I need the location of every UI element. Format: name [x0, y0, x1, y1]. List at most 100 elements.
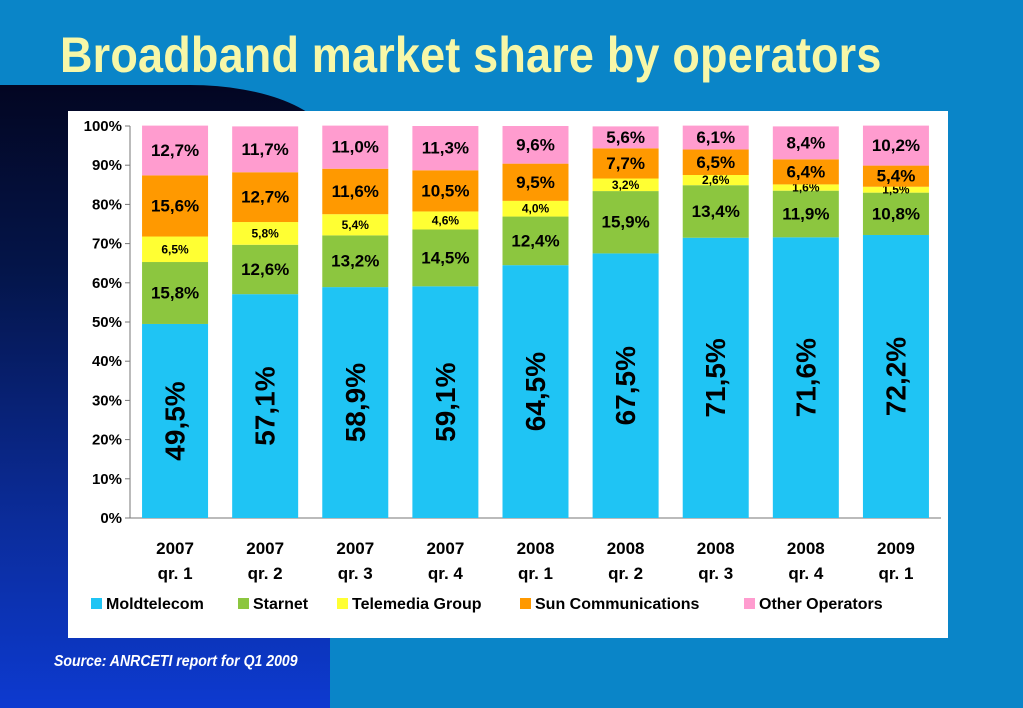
x-tick-label-quarter: qr. 1	[158, 564, 193, 583]
data-label: 10,2%	[872, 136, 920, 155]
legend-label: Starnet	[253, 596, 309, 613]
bar-segment-sun-communications	[502, 163, 569, 201]
bar-segment-sun-communications	[412, 170, 479, 212]
data-label: 7,7%	[606, 154, 645, 173]
x-tick-label-quarter: qr. 2	[248, 564, 283, 583]
bar-segment-other-operators	[322, 125, 389, 169]
data-label: 71,6%	[790, 338, 821, 417]
x-tick-label-year: 2008	[787, 539, 825, 558]
data-label: 11,3%	[422, 139, 469, 158]
x-tick-label-quarter: qr. 4	[428, 564, 464, 583]
bar-segment-telemedia-group	[682, 175, 749, 186]
data-label: 12,4%	[511, 231, 559, 250]
data-label: 2,6%	[702, 173, 730, 187]
legend-swatch-sun-communications	[520, 598, 531, 609]
bar-segment-starnet	[862, 192, 929, 235]
data-label: 67,5%	[610, 346, 641, 425]
bar-segment-telemedia-group	[862, 186, 929, 193]
data-label: 12,7%	[151, 141, 199, 160]
data-label: 11,7%	[242, 140, 289, 159]
data-label: 5,8%	[251, 226, 279, 240]
y-tick-label: 50%	[92, 314, 122, 331]
data-label: 6,5%	[696, 153, 735, 172]
data-label: 14,5%	[421, 248, 469, 267]
data-label: 11,6%	[332, 182, 379, 201]
x-tick-label-year: 2007	[156, 539, 194, 558]
data-label: 15,6%	[151, 196, 199, 215]
bar-segment-starnet	[502, 216, 569, 266]
slide-title: Broadband market share by operators	[60, 27, 882, 83]
bar-segment-telemedia-group	[772, 184, 839, 191]
legend-swatch-starnet	[238, 598, 249, 609]
x-tick-label-year: 2009	[877, 539, 915, 558]
chart-panel: 0% 10% 20% 30% 40% 50% 60% 70% 80% 90% 100% 49,5% 15…	[68, 111, 948, 638]
data-label: 49,5%	[160, 381, 191, 460]
y-tick-label: 100%	[84, 118, 122, 135]
data-label: 15,9%	[602, 213, 650, 232]
bar-segment-sun-communications	[232, 172, 299, 223]
bar-segment-sun-communications	[772, 159, 839, 185]
x-tick-label-year: 2007	[336, 539, 374, 558]
x-tick-label-quarter: qr. 2	[608, 564, 643, 583]
bar-segment-other-operators	[682, 125, 749, 150]
y-tick-label: 80%	[92, 196, 122, 213]
bar-segment-telemedia-group	[412, 211, 479, 230]
legend-label: Sun Communications	[535, 596, 700, 613]
data-label: 10,8%	[872, 204, 920, 223]
data-label: 5,6%	[606, 128, 645, 147]
bar-segment-starnet	[232, 244, 299, 295]
x-tick-label-year: 2007	[246, 539, 284, 558]
bar-segment-moldtelecom	[862, 234, 929, 518]
bar-segment-sun-communications	[322, 168, 389, 215]
data-label: 11,9%	[782, 205, 829, 224]
bar-segment-other-operators	[412, 126, 479, 171]
x-tick-label-year: 2007	[426, 539, 464, 558]
bar-segment-moldtelecom	[772, 237, 839, 518]
bar-segment-telemedia-group	[322, 214, 389, 236]
x-tick-label-quarter: qr. 1	[878, 564, 913, 583]
legend-swatch-other-operators	[744, 598, 755, 609]
data-label: 5,4%	[342, 218, 370, 232]
y-tick-label: 0%	[100, 510, 122, 527]
x-tick-label-quarter: qr. 3	[698, 564, 733, 583]
data-label: 6,5%	[161, 242, 189, 256]
data-label: 71,5%	[700, 338, 731, 417]
bar-segment-sun-communications	[682, 149, 749, 175]
data-label: 9,6%	[516, 135, 555, 154]
data-label: 9,5%	[516, 173, 555, 192]
bar-segment-telemedia-group	[232, 222, 299, 245]
legend-label: Telemedia Group	[352, 596, 482, 613]
bar-segment-other-operators	[592, 126, 659, 149]
data-label: 5,4%	[877, 167, 916, 186]
bar-segment-starnet	[682, 185, 749, 238]
bar-segment-telemedia-group	[502, 200, 569, 217]
y-tick-label: 30%	[92, 392, 122, 409]
bar-segment-moldtelecom	[502, 265, 569, 518]
bar-segment-moldtelecom	[142, 323, 209, 518]
data-label: 59,1%	[430, 362, 461, 441]
y-tick-label: 60%	[92, 275, 122, 292]
data-label: 6,1%	[696, 128, 735, 147]
data-label: 64,5%	[520, 352, 551, 431]
data-label: 58,9%	[340, 363, 371, 442]
bar-segment-other-operators	[142, 125, 209, 176]
y-tick-label: 90%	[92, 157, 122, 174]
bar-segment-telemedia-group	[142, 236, 209, 263]
data-label: 11,0%	[332, 138, 379, 157]
y-tick-label: 70%	[92, 236, 122, 253]
bar-segment-moldtelecom	[232, 294, 299, 518]
legend-label: Moldtelecom	[106, 596, 204, 613]
source-note: Source: ANRCETI report for Q1 2009	[54, 653, 298, 670]
y-tick-label: 40%	[92, 353, 122, 370]
data-label: 13,2%	[331, 252, 379, 271]
data-label: 57,1%	[250, 366, 281, 445]
x-tick-label-year: 2008	[517, 539, 555, 558]
data-label: 13,4%	[692, 202, 740, 221]
data-label: 10,5%	[421, 181, 469, 200]
bar-segment-starnet	[142, 262, 209, 324]
data-label: 6,4%	[786, 162, 825, 181]
bar-segment-sun-communications	[592, 148, 659, 179]
bar-segment-other-operators	[862, 125, 929, 166]
bar-segment-moldtelecom	[592, 253, 659, 518]
x-tick-label-quarter: qr. 3	[338, 564, 373, 583]
